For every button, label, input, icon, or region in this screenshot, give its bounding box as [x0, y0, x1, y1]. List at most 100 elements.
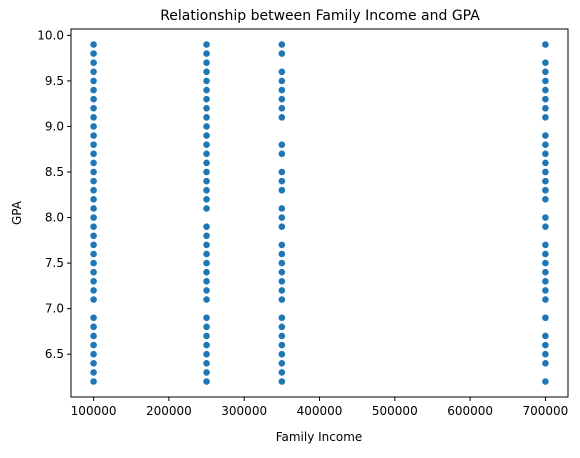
data-point — [277, 295, 286, 304]
data-point — [89, 149, 98, 158]
data-point — [541, 277, 550, 286]
data-point — [541, 58, 550, 67]
data-point — [277, 313, 286, 322]
data-point — [89, 131, 98, 140]
data-point — [89, 250, 98, 258]
data-point — [202, 67, 211, 76]
data-point — [89, 140, 98, 149]
plot-frame — [70, 28, 569, 398]
data-point — [277, 259, 286, 267]
chart-title: Relationship between Family Income and G… — [160, 8, 480, 24]
data-point — [277, 77, 286, 85]
data-point — [202, 259, 211, 267]
data-point — [89, 240, 98, 249]
data-point — [277, 95, 286, 104]
data-point — [89, 195, 98, 204]
data-point — [541, 286, 550, 295]
data-point — [89, 277, 98, 286]
data-point — [202, 377, 211, 386]
data-point — [541, 86, 550, 94]
data-point — [541, 377, 550, 386]
data-point — [202, 131, 211, 140]
data-point — [202, 231, 211, 240]
data-point — [277, 140, 286, 149]
data-point — [277, 322, 286, 331]
x-tick-label: 200000 — [146, 404, 192, 418]
data-point — [202, 168, 211, 176]
x-tick-label: 300000 — [221, 404, 267, 418]
data-point — [202, 268, 211, 277]
data-point — [202, 149, 211, 158]
data-point — [202, 222, 211, 231]
data-point — [202, 250, 211, 258]
y-tick-label: 9.0 — [45, 119, 64, 133]
data-point — [541, 149, 550, 158]
x-tick-label: 700000 — [523, 404, 569, 418]
data-point — [541, 213, 550, 222]
data-point — [277, 204, 286, 213]
data-point — [202, 322, 211, 331]
data-point — [89, 222, 98, 231]
data-point — [541, 268, 550, 277]
data-point — [277, 222, 286, 231]
data-point — [541, 195, 550, 204]
data-point — [277, 359, 286, 368]
data-point — [89, 231, 98, 240]
data-point — [202, 341, 211, 349]
data-point — [89, 332, 98, 340]
data-point — [541, 359, 550, 368]
data-point — [541, 313, 550, 322]
data-point — [277, 177, 286, 186]
data-point — [202, 140, 211, 149]
data-point — [89, 322, 98, 331]
data-point — [202, 240, 211, 249]
data-point — [277, 104, 286, 113]
data-point — [89, 213, 98, 222]
data-point — [89, 313, 98, 322]
data-point — [202, 295, 211, 304]
data-point — [541, 104, 550, 113]
data-point — [89, 49, 98, 58]
y-tick-label: 7.5 — [45, 256, 64, 270]
x-tick-label: 600000 — [447, 404, 493, 418]
y-tick-label: 8.5 — [45, 165, 64, 179]
data-point — [89, 186, 98, 195]
y-tick-label: 7.0 — [45, 302, 64, 316]
data-point — [89, 359, 98, 368]
data-point — [89, 77, 98, 85]
data-point — [541, 40, 550, 49]
data-point — [202, 350, 211, 359]
data-point — [89, 295, 98, 304]
data-point — [541, 240, 550, 249]
data-point — [202, 49, 211, 58]
data-point — [277, 240, 286, 249]
data-point — [541, 158, 550, 167]
data-point — [277, 168, 286, 176]
data-point — [277, 286, 286, 295]
data-point — [277, 377, 286, 386]
data-point — [89, 350, 98, 359]
data-point — [89, 158, 98, 167]
data-point — [541, 113, 550, 122]
data-point — [277, 186, 286, 195]
data-point — [89, 177, 98, 186]
data-point — [202, 277, 211, 286]
data-point — [202, 313, 211, 322]
data-point — [202, 332, 211, 340]
data-point — [89, 259, 98, 267]
data-point — [89, 168, 98, 176]
data-point — [277, 277, 286, 286]
data-point — [277, 40, 286, 49]
data-point — [202, 286, 211, 295]
data-point — [202, 204, 211, 213]
data-point — [277, 49, 286, 58]
data-point — [89, 86, 98, 94]
data-point — [541, 95, 550, 104]
data-point — [277, 149, 286, 158]
data-point — [202, 104, 211, 113]
data-point — [541, 259, 550, 267]
data-point — [202, 113, 211, 122]
data-point — [202, 195, 211, 204]
data-point — [89, 268, 98, 277]
data-point — [202, 368, 211, 377]
